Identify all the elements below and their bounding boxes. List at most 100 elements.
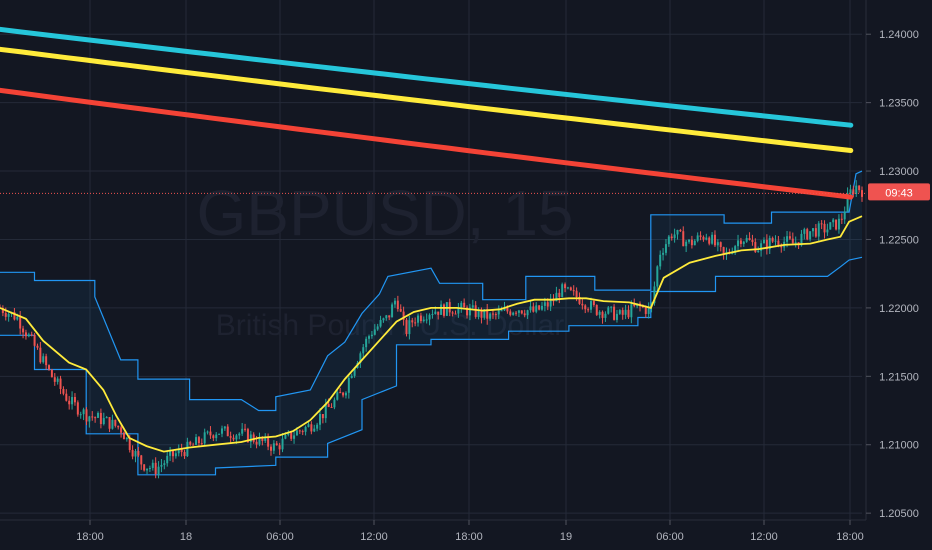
candle-body <box>546 302 549 307</box>
candle <box>722 246 725 260</box>
candle-body <box>543 302 546 306</box>
baseline-line <box>0 215 863 453</box>
candle-body <box>200 443 203 445</box>
candle-body <box>664 244 667 253</box>
candle <box>140 454 143 470</box>
candle-body <box>584 305 587 310</box>
candle-body <box>376 326 379 330</box>
candle-body <box>806 229 809 240</box>
candle <box>676 229 679 240</box>
candle <box>538 304 541 311</box>
candle <box>24 329 27 340</box>
candle <box>82 407 85 421</box>
candle <box>226 424 229 437</box>
candle-body <box>656 266 659 287</box>
candle-body <box>347 378 350 393</box>
candle-body <box>218 433 221 435</box>
candle <box>569 286 572 291</box>
candle <box>422 316 425 323</box>
candle <box>313 424 316 433</box>
candle <box>520 310 523 315</box>
candle <box>471 299 474 309</box>
candle-body <box>379 320 382 327</box>
candle <box>71 391 74 410</box>
candle-body <box>572 290 575 292</box>
candle-body <box>235 435 238 440</box>
candle-body <box>189 441 192 445</box>
candle <box>558 288 561 304</box>
candle-body <box>587 309 590 311</box>
candle-body <box>171 450 174 457</box>
candle-body <box>428 314 431 320</box>
candle <box>88 415 91 428</box>
candle <box>515 311 518 316</box>
candle-body <box>762 239 765 244</box>
candle <box>670 233 673 241</box>
candle <box>347 374 350 399</box>
candle-body <box>483 309 486 318</box>
candle-body <box>324 404 327 419</box>
candle-body <box>307 424 310 427</box>
candle <box>829 222 832 230</box>
candle <box>618 309 621 315</box>
candle <box>174 449 177 459</box>
candle <box>659 250 662 270</box>
candle-body <box>163 463 166 465</box>
candle <box>319 408 322 431</box>
candle-body <box>50 369 53 378</box>
candle-body <box>601 311 604 318</box>
candle <box>688 239 691 244</box>
candle-body <box>861 190 863 197</box>
candle <box>852 185 855 198</box>
candle-body <box>814 228 817 237</box>
candle-body <box>342 392 345 396</box>
candle <box>861 186 863 202</box>
x-tick-label: 12:00 <box>750 531 778 543</box>
candle <box>359 351 362 368</box>
candle-body <box>209 431 212 436</box>
candle <box>549 293 552 312</box>
candle-body <box>823 223 826 233</box>
time-axis[interactable] <box>0 520 932 550</box>
candle-body <box>68 400 71 405</box>
candle <box>457 303 460 318</box>
candle-body <box>197 437 200 444</box>
candle-body <box>333 399 336 408</box>
candle-body <box>826 229 829 233</box>
candle <box>814 224 817 238</box>
candle-body <box>365 338 368 348</box>
candle <box>711 232 714 245</box>
candle <box>379 315 382 328</box>
candle-body <box>246 429 249 443</box>
candle-body <box>249 434 252 443</box>
candle-body <box>751 240 754 243</box>
candle-body <box>393 300 396 305</box>
candle <box>393 297 396 308</box>
candle <box>489 312 492 321</box>
candle <box>1 305 4 317</box>
candle-body <box>468 307 471 316</box>
candle-body <box>693 240 696 246</box>
candle <box>137 447 140 458</box>
candle-body <box>835 219 838 230</box>
candle-body <box>512 312 515 315</box>
candle-body <box>293 435 296 439</box>
candle <box>68 396 71 410</box>
candle <box>131 445 134 460</box>
candle <box>350 373 353 379</box>
candle <box>843 206 846 224</box>
candle-body <box>408 320 411 335</box>
candle-body <box>111 419 114 429</box>
candle-body <box>494 313 497 315</box>
candle-body <box>396 300 399 310</box>
candle-body <box>255 441 258 445</box>
candle-body <box>267 436 270 447</box>
candle <box>719 241 722 252</box>
candle <box>411 317 414 328</box>
candle <box>604 311 607 322</box>
price-axis[interactable] <box>866 0 932 550</box>
candle <box>708 236 711 246</box>
